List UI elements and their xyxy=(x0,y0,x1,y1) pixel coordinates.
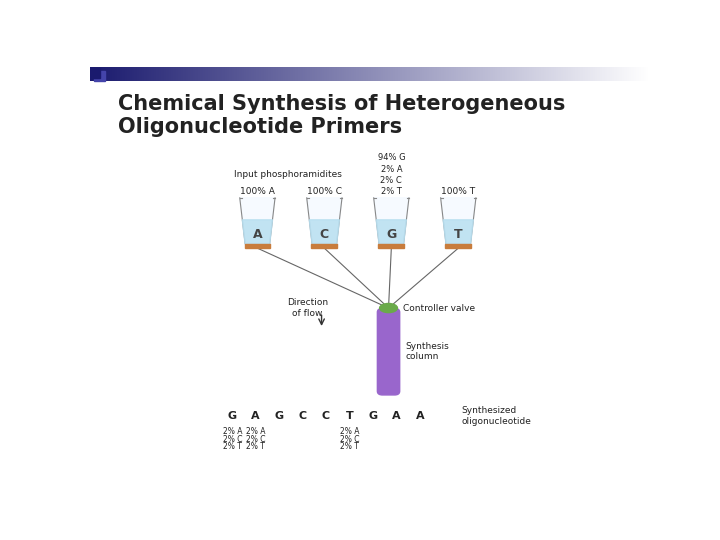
Text: Synthesis
column: Synthesis column xyxy=(405,342,449,361)
Text: 2% A: 2% A xyxy=(222,427,242,436)
Text: 2% T: 2% T xyxy=(340,442,359,451)
Text: 2% C: 2% C xyxy=(340,435,359,444)
Text: Synthesized
oligonucleotide: Synthesized oligonucleotide xyxy=(461,407,531,426)
Text: 94% G
2% A
2% C
2% T: 94% G 2% A 2% C 2% T xyxy=(377,153,405,196)
Text: 100% A: 100% A xyxy=(240,187,275,196)
Text: G: G xyxy=(369,411,377,421)
Text: 2% C: 2% C xyxy=(246,435,266,444)
Bar xyxy=(90,68,100,78)
Bar xyxy=(446,244,471,248)
Text: C: C xyxy=(322,411,330,421)
Polygon shape xyxy=(374,198,409,244)
Text: C: C xyxy=(320,227,329,241)
Text: 2% A: 2% A xyxy=(340,427,359,436)
Text: G: G xyxy=(386,227,397,241)
Polygon shape xyxy=(441,198,476,244)
Ellipse shape xyxy=(379,303,397,313)
Bar xyxy=(94,71,104,82)
Text: 100% C: 100% C xyxy=(307,187,342,196)
Text: 100% T: 100% T xyxy=(441,187,475,196)
Polygon shape xyxy=(307,198,342,244)
Text: T: T xyxy=(454,227,462,241)
Text: Input phosphoramidites: Input phosphoramidites xyxy=(234,170,342,179)
Text: G: G xyxy=(274,411,284,421)
Polygon shape xyxy=(444,220,473,244)
Text: A: A xyxy=(392,411,400,421)
Polygon shape xyxy=(310,220,339,244)
Text: G: G xyxy=(228,411,237,421)
Text: 2% T: 2% T xyxy=(246,442,265,451)
Text: Chemical Synthesis of Heterogeneous
Oligonucleotide Primers: Chemical Synthesis of Heterogeneous Olig… xyxy=(118,94,565,137)
Text: T: T xyxy=(346,411,354,421)
Text: A: A xyxy=(253,227,262,241)
Text: 2% C: 2% C xyxy=(222,435,242,444)
Bar xyxy=(379,244,404,248)
Text: Direction
of flow: Direction of flow xyxy=(287,298,328,318)
Text: C: C xyxy=(299,411,307,421)
Polygon shape xyxy=(240,198,275,244)
Text: A: A xyxy=(251,411,260,421)
Text: 2% T: 2% T xyxy=(223,442,242,451)
Polygon shape xyxy=(243,220,272,244)
Text: Controller valve: Controller valve xyxy=(403,303,475,313)
Bar xyxy=(245,244,270,248)
Polygon shape xyxy=(377,220,406,244)
FancyBboxPatch shape xyxy=(377,308,400,395)
Text: 2% A: 2% A xyxy=(246,427,266,436)
Text: A: A xyxy=(415,411,424,421)
Bar xyxy=(312,244,337,248)
